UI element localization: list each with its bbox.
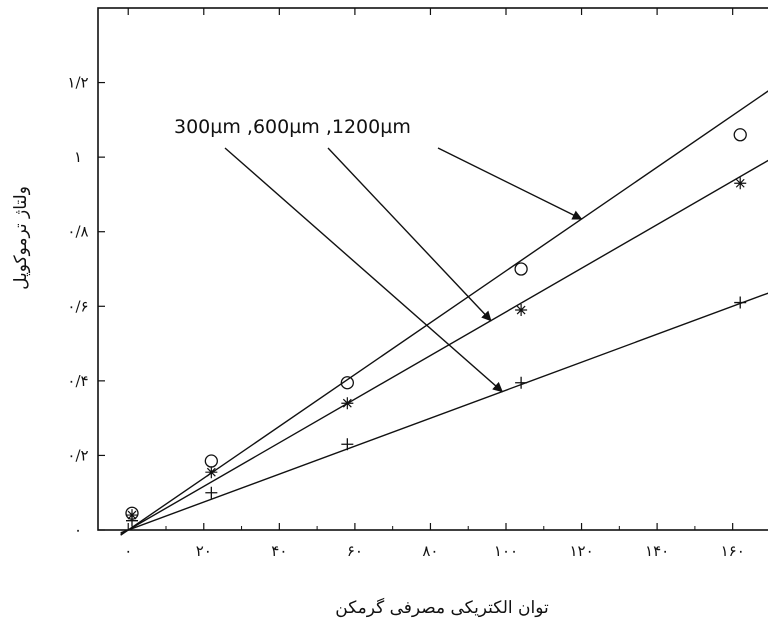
series-markers [125, 128, 747, 527]
x-tick-label-5: ۱۰۰ [494, 542, 518, 560]
marker-circle-3 [514, 262, 528, 276]
x-tick-label-0: ۰ [124, 542, 132, 560]
marker-plus-0 [126, 514, 138, 527]
x-axis-title: توان الکتریکی مصرفی گرمکن [335, 597, 549, 618]
marker-plus-4 [734, 296, 747, 309]
plot-area-frame [97, 7, 768, 531]
marker-circle-2 [340, 376, 354, 390]
y-tick-label-2: ۰/۴ [67, 372, 88, 390]
y-tick-label-6: ۱/۲ [67, 74, 88, 92]
marker-plus-1 [205, 486, 218, 499]
marker-star-3 [515, 304, 528, 317]
series-lines [120, 90, 768, 536]
arrow-1200um [437, 147, 583, 220]
marker-star-2 [341, 397, 354, 410]
marker-star-4 [734, 177, 747, 190]
x-tick-label-6: ۱۲۰ [569, 542, 593, 560]
y-tick-label-0: ۰ [74, 521, 82, 539]
x-tick-label-3: ۶۰ [347, 542, 363, 560]
y-axis-title: ولتاژ ترموکوپل [11, 186, 31, 290]
y-tick-label-1: ۰/۲ [67, 446, 88, 464]
marker-plus-3 [515, 376, 528, 389]
x-tick-label-8: ۱۶۰ [721, 542, 745, 560]
marker-circle-1 [204, 454, 218, 468]
arrow-300um [224, 147, 503, 393]
marker-circle-4 [733, 128, 747, 142]
y-tick-label-3: ۰/۶ [67, 297, 88, 315]
x-tick-label-4: ۸۰ [422, 542, 438, 560]
x-tick-label-1: ۲۰ [196, 542, 212, 560]
tick-labels: ۰ ۲۰ ۴۰ ۶۰ ۸۰ ۱۰۰ ۱۲۰ ۱۴۰ ۱۶۰ ۰ ۰/۲ ۰/۴ ۰/۶ ۰/۸ ۱ ۱/۲ [67, 74, 744, 560]
marker-plus-2 [341, 438, 354, 451]
marker-star-1 [205, 466, 218, 479]
annotation-group: 300µm ,600µm ,1200µm [174, 116, 583, 393]
arrow-600um [327, 147, 492, 322]
series-line-0 [120, 90, 768, 536]
x-tick-label-2: ۴۰ [271, 542, 287, 560]
axis-ticks [98, 8, 734, 531]
y-tick-label-5: ۱ [74, 148, 82, 166]
annotation-label: 300µm ,600µm ,1200µm [174, 116, 411, 138]
x-tick-label-7: ۱۴۰ [645, 542, 669, 560]
series-line-2 [120, 292, 768, 534]
series-line-1 [120, 159, 768, 535]
y-tick-label-4: ۰/۸ [67, 223, 88, 241]
